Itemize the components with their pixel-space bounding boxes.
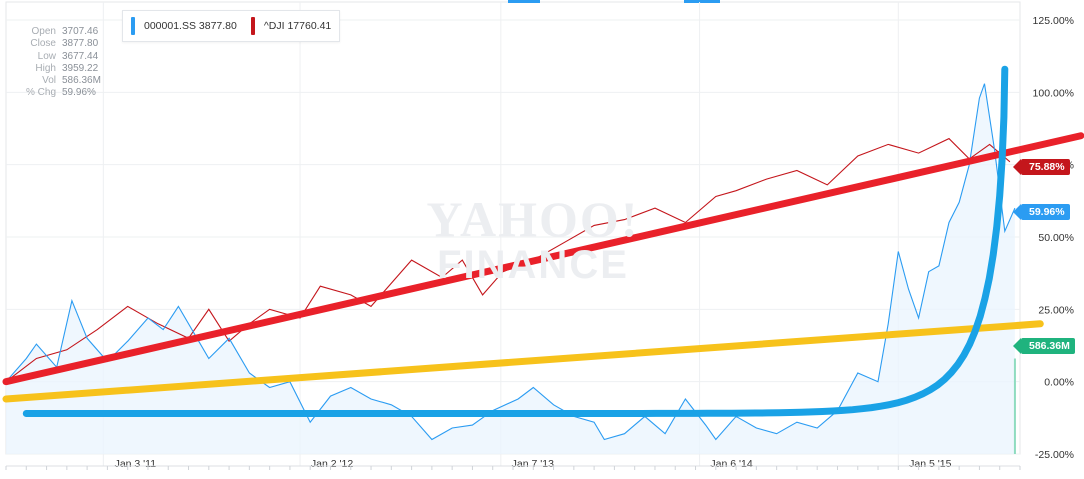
legend-label-dji: ^DJI [263, 20, 285, 32]
legend-value-dji: 17760.41 [287, 20, 332, 32]
chart-legend: 000001.SS 3877.80 ^DJI 17760.41 [122, 10, 341, 42]
legend-value-sse: 3877.80 [198, 20, 237, 32]
ohlc-row-high: High 3959.22 [35, 62, 99, 74]
sse-last-value-flag: 59.96% [1013, 204, 1070, 220]
legend-label-sse: 000001.SS [144, 20, 196, 32]
x-tick-label: Jan 2 '12 [311, 458, 353, 470]
top-scroll-marker-2 [684, 0, 720, 3]
y-tick-label: 50.00% [1038, 232, 1074, 244]
top-scroll-marker-1 [508, 0, 540, 3]
x-tick-label: Jan 5 '15 [909, 458, 951, 470]
red-trend-line [2, 132, 1084, 386]
blue-exponential-curve [22, 65, 1009, 417]
legend-item-sse[interactable]: 000001.SS 3877.80 [131, 17, 237, 35]
ohlc-row-close: Close 3877.80 [30, 38, 99, 50]
ohlc-row-low: Low 3677.44 [37, 50, 99, 62]
ohlc-row-open: Open 3707.46 [31, 26, 99, 37]
x-tick-label: Jan 3 '11 [115, 458, 157, 470]
y-tick-label: 25.00% [1038, 304, 1074, 316]
legend-swatch-sse [131, 17, 135, 35]
legend-swatch-dji [250, 17, 255, 35]
dji-last-value-flag: 75.88% [1013, 159, 1070, 175]
ohlc-row-vol: Vol 586.36M [42, 75, 101, 87]
x-tick-label: Jan 7 '13 [512, 458, 554, 470]
y-tick-label: 100.00% [1033, 87, 1074, 99]
volume-last-value-flag: 586.36M [1013, 338, 1075, 354]
dji-series-line [5, 137, 1011, 383]
legend-item-dji[interactable]: ^DJI 17760.41 [250, 17, 332, 35]
x-tick-label: Jan 6 '14 [710, 458, 752, 470]
y-tick-label: 0.00% [1044, 377, 1074, 389]
ohlc-row-pct-chg: % Chg 59.96% [25, 87, 96, 99]
ohlc-panel: Open 3707.46 Close 3877.80 Low 3677.44 High… [6, 26, 104, 100]
yellow-trend-line [2, 320, 1044, 403]
y-tick-label: 125.00% [1033, 15, 1074, 27]
y-tick-label: -25.00% [1035, 449, 1074, 461]
